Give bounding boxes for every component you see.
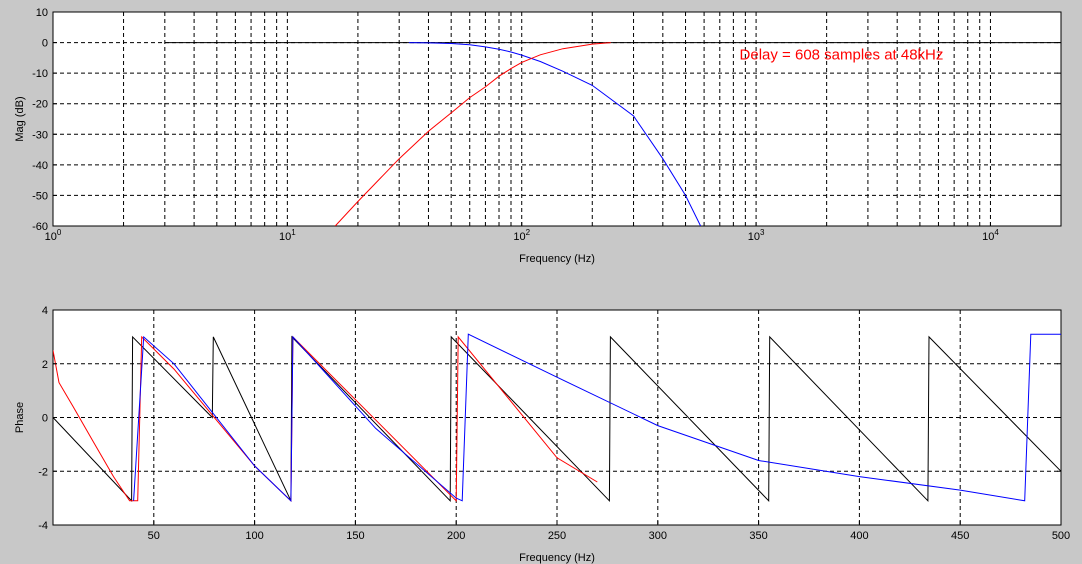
y-tick-label: -30	[32, 129, 48, 141]
y-tick-label: 2	[42, 359, 48, 371]
phase-y-axis-label: Phase	[14, 402, 26, 433]
x-tick-label: 500	[1052, 530, 1070, 542]
magnitude-series-group	[164, 42, 1061, 226]
x-tick-label: 200	[447, 530, 465, 542]
y-tick-label: 4	[42, 305, 48, 317]
x-tick-label: 101	[279, 228, 296, 243]
series-line-2	[133, 333, 1061, 502]
delay-annotation: Delay = 608 samples at 48kHz	[740, 46, 944, 63]
y-tick-label: -2	[38, 466, 48, 478]
x-tick-label: 50	[148, 530, 160, 542]
y-tick-label: -60	[32, 221, 48, 233]
magnitude-x-axis-label: Frequency (Hz)	[519, 253, 595, 265]
y-tick-label: -4	[38, 520, 48, 532]
series-line-2	[334, 42, 611, 226]
x-tick-label: 150	[346, 530, 364, 542]
x-tick-label: 100	[245, 530, 263, 542]
y-tick-label: -40	[32, 160, 48, 172]
y-tick-label: -20	[32, 99, 48, 111]
x-tick-label: 102	[513, 228, 530, 243]
x-tick-label: 250	[548, 530, 566, 542]
magnitude-y-axis-label: Mag (dB)	[14, 96, 26, 141]
x-tick-label: 100	[45, 228, 62, 243]
y-tick-label: 0	[42, 413, 48, 425]
x-tick-label: 400	[850, 530, 868, 542]
y-tick-label: -10	[32, 68, 48, 80]
x-tick-label: 450	[951, 530, 969, 542]
x-tick-label: 300	[649, 530, 667, 542]
magnitude-plot-area	[52, 11, 1062, 227]
phase-series-group	[53, 333, 1061, 503]
phase-axes: 4 2 0 -2 -4 50 100 150 200 250 300 350 400 450 500 Fre…	[14, 305, 1070, 564]
y-tick-label: -50	[32, 190, 48, 202]
magnitude-grid	[53, 12, 1061, 226]
x-tick-label: 104	[982, 228, 999, 243]
x-tick-label: 103	[748, 228, 765, 243]
series-line-1	[53, 335, 598, 502]
y-tick-label: 0	[42, 38, 48, 50]
phase-x-axis-label: Frequency (Hz)	[519, 552, 595, 564]
y-tick-label: 10	[36, 7, 48, 19]
x-tick-label: 350	[749, 530, 767, 542]
phase-grid	[53, 310, 1061, 525]
series-line-0	[53, 335, 1061, 503]
phase-ticks: 4 2 0 -2 -4 50 100 150 200 250 300 350 400 450 500	[38, 305, 1070, 542]
series-line-1	[408, 42, 702, 226]
